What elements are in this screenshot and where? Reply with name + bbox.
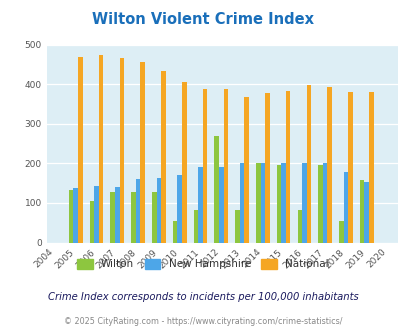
Bar xyxy=(297,210,301,243)
Text: Crime Index corresponds to incidents per 100,000 inhabitants: Crime Index corresponds to incidents per… xyxy=(47,292,358,302)
Bar xyxy=(98,55,103,243)
Bar xyxy=(78,57,83,243)
Bar xyxy=(94,186,98,243)
Bar xyxy=(119,58,124,243)
Bar xyxy=(140,62,145,243)
Bar xyxy=(90,201,94,243)
Text: Wilton Violent Crime Index: Wilton Violent Crime Index xyxy=(92,12,313,26)
Bar xyxy=(177,175,181,243)
Bar xyxy=(255,163,260,243)
Bar xyxy=(202,89,207,243)
Bar xyxy=(326,86,331,243)
Bar xyxy=(161,72,165,243)
Bar xyxy=(285,91,290,243)
Bar xyxy=(69,190,73,243)
Legend: Wilton, New Hampshire, National: Wilton, New Hampshire, National xyxy=(73,255,332,274)
Bar xyxy=(73,188,78,243)
Bar xyxy=(281,163,285,243)
Bar xyxy=(181,82,186,243)
Bar xyxy=(173,221,177,243)
Bar xyxy=(223,89,228,243)
Bar xyxy=(264,93,269,243)
Bar xyxy=(343,173,347,243)
Bar xyxy=(131,192,136,243)
Bar xyxy=(368,92,373,243)
Bar xyxy=(156,178,161,243)
Bar xyxy=(152,192,156,243)
Bar xyxy=(364,182,368,243)
Bar xyxy=(198,167,202,243)
Bar xyxy=(301,163,306,243)
Bar xyxy=(359,180,364,243)
Bar xyxy=(214,136,218,243)
Bar xyxy=(306,85,311,243)
Bar xyxy=(218,167,223,243)
Bar xyxy=(193,210,198,243)
Bar xyxy=(136,179,140,243)
Bar xyxy=(260,163,264,243)
Bar xyxy=(234,210,239,243)
Bar xyxy=(276,165,281,243)
Bar xyxy=(110,192,115,243)
Bar xyxy=(239,163,244,243)
Bar xyxy=(244,97,248,243)
Bar xyxy=(322,163,326,243)
Bar xyxy=(338,221,343,243)
Bar xyxy=(318,165,322,243)
Bar xyxy=(347,92,352,243)
Bar xyxy=(115,187,119,243)
Text: © 2025 CityRating.com - https://www.cityrating.com/crime-statistics/: © 2025 CityRating.com - https://www.city… xyxy=(64,317,341,326)
